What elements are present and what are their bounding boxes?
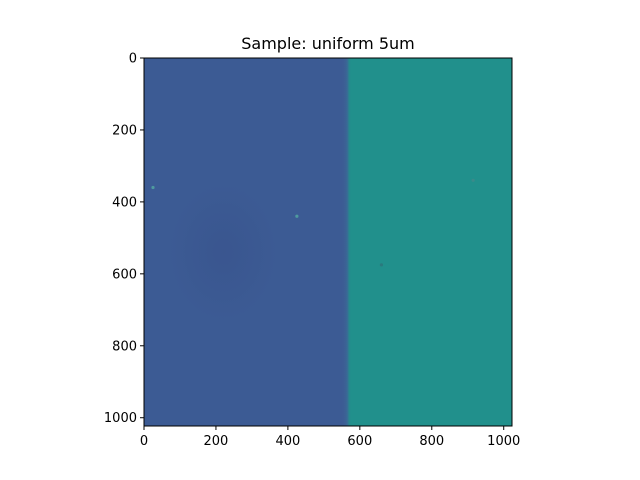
chart-title: Sample: uniform 5um bbox=[241, 34, 415, 53]
y-tick-label: 200 bbox=[112, 123, 137, 138]
axes-frame bbox=[143, 57, 513, 427]
boundary-edge bbox=[341, 58, 352, 426]
x-tick-label: 200 bbox=[204, 434, 229, 449]
image-region-2 bbox=[347, 58, 512, 426]
shading-blob bbox=[168, 182, 279, 323]
y-tick-label: 1000 bbox=[104, 411, 137, 426]
x-tick-label: 800 bbox=[419, 434, 444, 449]
x-tick-label: 400 bbox=[275, 434, 300, 449]
plot-area bbox=[144, 58, 512, 426]
y-tick-label: 400 bbox=[112, 195, 137, 210]
x-axis: 0 200 400 600 800 1000 bbox=[140, 426, 520, 449]
y-axis: 0 200 400 600 800 1000 bbox=[104, 52, 144, 426]
y-tick-label: 600 bbox=[112, 267, 137, 282]
y-tick-label: 800 bbox=[112, 339, 137, 354]
x-tick-label: 1000 bbox=[487, 434, 520, 449]
x-tick-label: 600 bbox=[347, 434, 372, 449]
speck-4 bbox=[471, 178, 475, 182]
speck-3 bbox=[379, 263, 384, 267]
y-tick-label: 0 bbox=[129, 52, 137, 67]
speck-1 bbox=[151, 185, 155, 190]
speck-2 bbox=[295, 214, 299, 218]
x-tick-label: 0 bbox=[140, 434, 148, 449]
